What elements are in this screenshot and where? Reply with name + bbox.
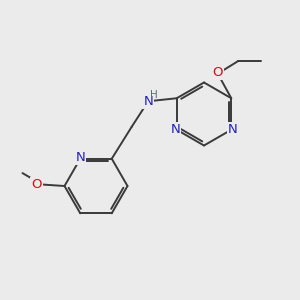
Text: H: H <box>150 90 158 100</box>
Text: N: N <box>75 151 85 164</box>
Text: N: N <box>143 95 153 108</box>
Text: O: O <box>32 178 42 191</box>
Text: O: O <box>212 66 223 79</box>
Text: N: N <box>228 123 238 136</box>
Text: N: N <box>170 123 180 136</box>
